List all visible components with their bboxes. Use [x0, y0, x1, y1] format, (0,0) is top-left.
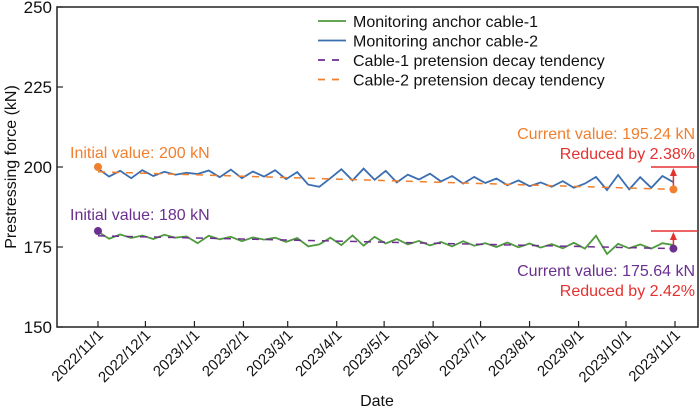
legend-label: Monitoring anchor cable-1 [353, 14, 538, 31]
x-tick-label: 2023/5/1 [340, 327, 393, 380]
x-axis-label: Date [360, 393, 394, 410]
series-line-4 [97, 171, 674, 191]
current-point-cable-2 [669, 185, 678, 194]
x-tick-label: 2023/6/1 [389, 327, 442, 380]
initial-point-cable-1 [94, 227, 102, 235]
x-tick-label: 2023/1/1 [150, 327, 203, 380]
legend-label: Cable-2 pretension decay tendency [353, 73, 605, 90]
x-tick-label: 2023/11/1 [625, 327, 683, 385]
y-axis-label: Prestressing force (kN) [3, 85, 20, 249]
x-tick-label: 2023/8/1 [485, 327, 538, 380]
annotation-initial-1: Initial value: 180 kN [70, 207, 210, 224]
annotation-current-1: Current value: 175.64 kN [517, 263, 695, 280]
annotation-reduced-2: Reduced by 2.38% [560, 146, 695, 163]
legend-label: Cable-1 pretension decay tendency [353, 53, 605, 70]
series-line-2 [97, 167, 674, 192]
arrow-head [669, 232, 677, 240]
x-tick-label: 2022/12/1 [95, 327, 154, 386]
y-tick-label: 200 [24, 158, 52, 177]
initial-point-cable-2 [94, 163, 102, 171]
x-tick-label: 2023/4/1 [292, 327, 345, 380]
current-point-cable-1 [669, 244, 678, 253]
y-tick-label: 150 [24, 318, 52, 337]
series-line-3 [97, 235, 674, 250]
series-line-1 [97, 230, 674, 256]
x-tick-label: 2023/10/1 [576, 327, 635, 386]
x-tick-label: 2023/2/1 [199, 327, 252, 380]
y-tick-label: 225 [24, 78, 52, 97]
annotation-initial-2: Initial value: 200 kN [70, 145, 210, 162]
arrow-head [669, 168, 677, 176]
annotation-current-2: Current value: 195.24 kN [517, 126, 695, 143]
legend: Monitoring anchor cable-1 Monitoring anch… [318, 14, 605, 90]
x-tick-label: 2023/3/1 [243, 327, 296, 380]
y-tick-label: 175 [24, 238, 52, 257]
x-tick-label: 2023/7/1 [436, 327, 489, 380]
legend-label: Monitoring anchor cable-2 [353, 34, 538, 51]
y-tick-label: 250 [24, 0, 52, 17]
annotation-reduced-1: Reduced by 2.42% [560, 283, 695, 300]
